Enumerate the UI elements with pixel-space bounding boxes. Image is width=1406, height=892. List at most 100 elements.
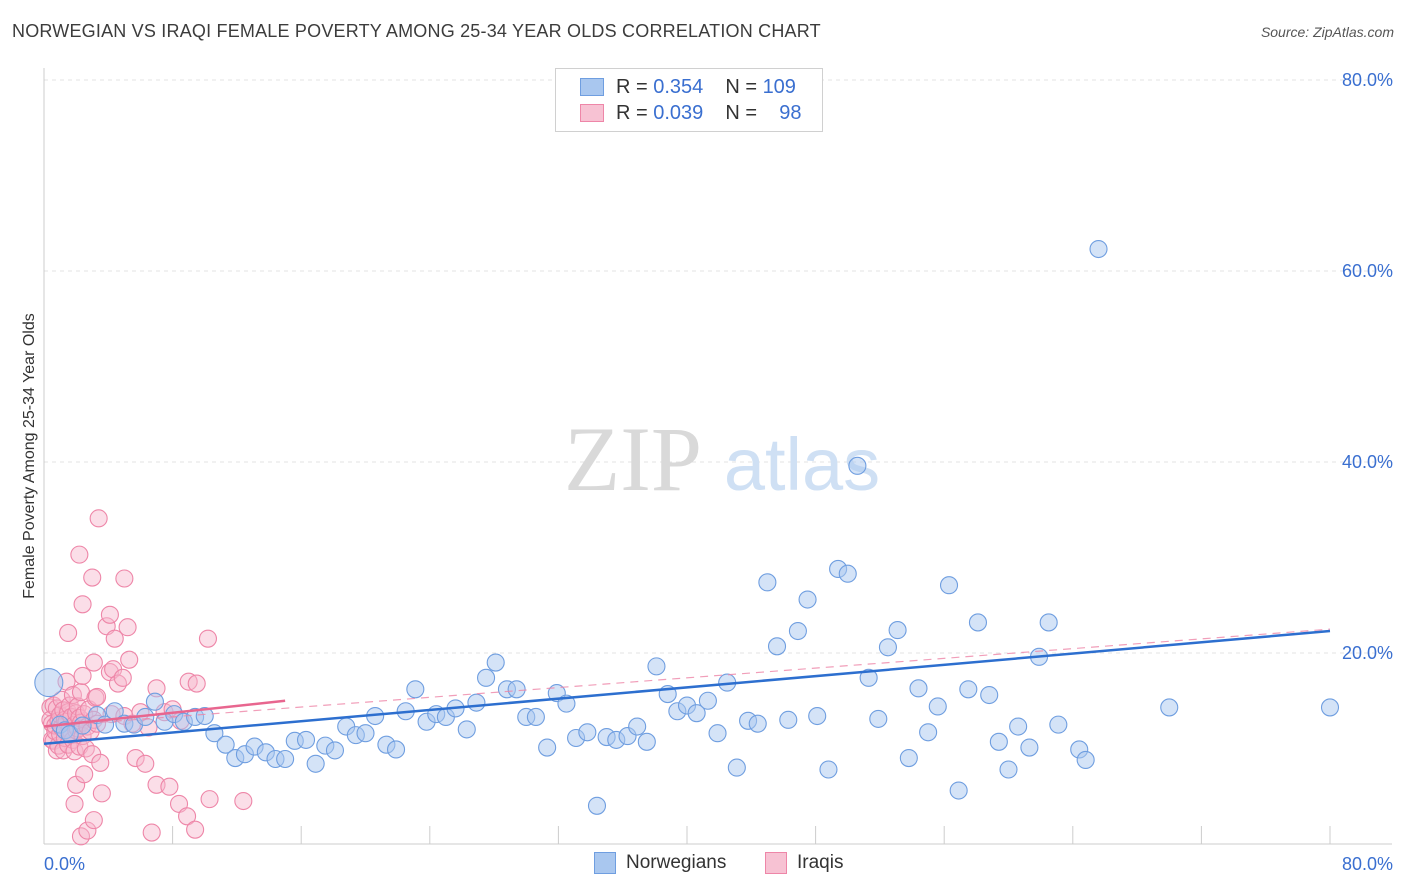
norwegians-point	[486, 653, 505, 672]
iraqis-point	[200, 790, 219, 809]
norwegians-point	[727, 758, 746, 777]
norwegians-point	[687, 704, 706, 723]
norwegians-point	[34, 668, 64, 698]
norwegians-point	[788, 621, 807, 641]
iraqis-trend-extended	[43, 628, 1331, 728]
iraqis-point	[65, 794, 84, 813]
legend-r-value: 0.354	[653, 75, 704, 98]
norwegians-point	[1089, 239, 1108, 259]
iraqis-point	[73, 595, 92, 614]
norwegians-point	[628, 717, 647, 736]
trend-lines	[43, 628, 1331, 745]
iraqis-point	[83, 568, 102, 587]
norwegians-point	[1039, 613, 1058, 632]
iraqis-point	[89, 509, 108, 528]
norwegians-points	[34, 239, 1340, 815]
iraqis-point	[187, 674, 206, 693]
y-tick-label: 20.0%	[1342, 643, 1393, 663]
norwegians-point	[808, 706, 827, 726]
iraqis-point	[186, 820, 205, 839]
iraqis-point	[160, 777, 179, 796]
iraqis-point	[105, 629, 124, 648]
norwegians-point	[819, 760, 838, 779]
iraqis-point	[126, 748, 145, 768]
norwegians-point	[276, 749, 295, 769]
legend-n-label: N =	[725, 75, 757, 98]
watermark: ZIP atlas	[564, 408, 880, 510]
iraqis-point	[91, 753, 110, 772]
bottom-legend-norwegians: Norwegians	[594, 852, 726, 874]
norwegians-point	[999, 760, 1018, 779]
norwegians-point	[888, 621, 907, 640]
x-tick-label: 80.0%	[1342, 854, 1393, 874]
legend-n-value: 98	[779, 101, 802, 124]
norwegians-point	[859, 668, 878, 687]
y-tick-label: 80.0%	[1342, 70, 1393, 90]
norwegians-point	[306, 754, 325, 773]
norwegians-point	[989, 732, 1008, 751]
norwegians-point	[145, 692, 164, 711]
norwegians-point	[1076, 750, 1095, 770]
norwegians-point	[708, 724, 727, 743]
norwegians-trend-line	[43, 629, 1331, 745]
watermark-zip: ZIP	[564, 408, 702, 510]
iraqis-point	[118, 618, 137, 637]
bottom-legend-swatch-blue	[594, 852, 616, 874]
norwegians-point	[538, 738, 557, 757]
iraqis-point	[73, 666, 92, 685]
norwegians-point	[507, 680, 526, 699]
norwegians-point	[1160, 698, 1179, 717]
norwegians-point	[526, 707, 545, 727]
norwegians-point	[919, 723, 938, 742]
iraqis-point	[108, 674, 127, 693]
legend-n-value: 109	[762, 75, 796, 98]
tick-labels: 20.0% 40.0% 60.0% 80.0% 0.0% 80.0%	[44, 70, 1393, 874]
legend-r-label: R =	[616, 75, 648, 98]
iraqis-point	[115, 569, 134, 588]
grid-lines	[44, 79, 1392, 654]
norwegians-point	[968, 613, 988, 632]
norwegians-point	[848, 456, 867, 475]
bottom-legend-label: Norwegians	[626, 852, 727, 873]
iraqis-point	[234, 791, 253, 811]
iraqis-point	[84, 811, 103, 830]
iraqis-point	[87, 687, 107, 706]
legend-swatch-blue	[580, 78, 604, 96]
bottom-legend-label: Iraqis	[797, 852, 844, 873]
norwegians-point	[869, 709, 888, 728]
iraqis-point	[142, 823, 161, 842]
norwegians-point	[578, 723, 597, 742]
norwegians-point	[949, 781, 968, 800]
norwegians-point	[325, 741, 345, 760]
iraqis-point	[136, 754, 155, 773]
norwegians-point	[980, 685, 999, 705]
norwegians-point	[587, 796, 607, 815]
legend-row-iraqis: R = 0.039 N = 98	[580, 99, 801, 127]
norwegians-point	[296, 730, 316, 749]
legend-r-value: 0.039	[653, 101, 704, 124]
norwegians-point	[798, 590, 817, 609]
norwegians-point	[698, 691, 717, 710]
norwegians-point	[356, 724, 375, 743]
norwegians-point	[959, 680, 978, 699]
norwegians-point	[406, 680, 425, 699]
norwegians-point	[1320, 698, 1340, 717]
norwegians-point	[637, 732, 656, 751]
bottom-legend-swatch-pink	[765, 852, 787, 874]
y-tick-label: 40.0%	[1342, 452, 1393, 472]
norwegians-point	[73, 716, 92, 735]
correlation-legend: R = 0.354 N = 109 R = 0.039 N = 98	[555, 68, 823, 132]
iraqis-trend-line	[43, 699, 286, 728]
norwegians-point	[928, 697, 947, 716]
iraqis-point	[70, 545, 89, 564]
norwegians-point	[647, 657, 666, 676]
norwegians-point	[216, 735, 235, 754]
norwegians-point	[939, 576, 959, 595]
norwegians-point	[909, 679, 928, 698]
chart-source: Source: ZipAtlas.com	[1260, 24, 1394, 40]
legend-swatch-pink	[580, 104, 604, 122]
norwegians-point	[1009, 717, 1028, 736]
iraqis-points	[41, 509, 253, 846]
norwegians-point	[1020, 738, 1039, 757]
